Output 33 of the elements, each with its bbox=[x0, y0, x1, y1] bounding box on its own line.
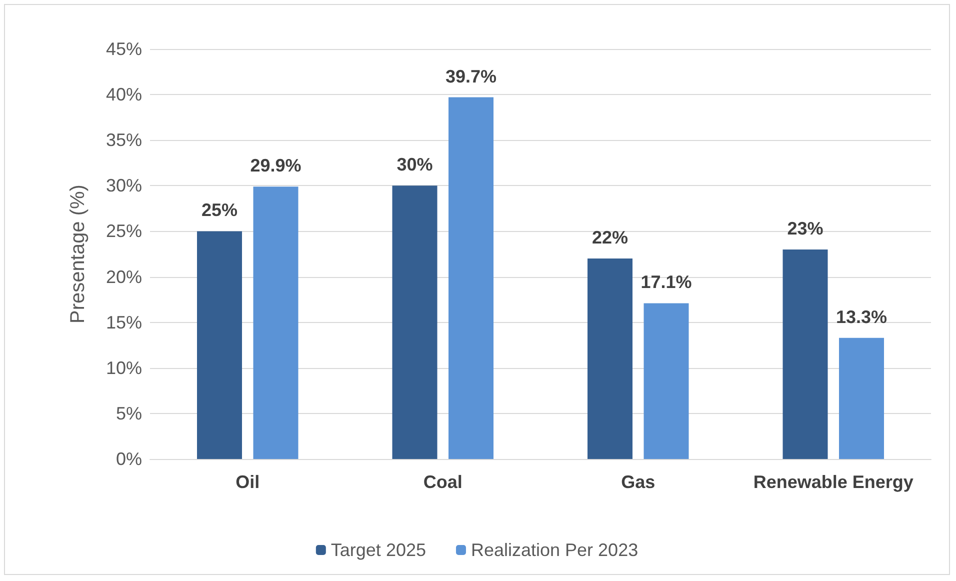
data-label: 23% bbox=[787, 218, 824, 238]
legend-label: Target 2025 bbox=[330, 540, 426, 560]
y-tick-label: 35% bbox=[106, 130, 142, 150]
data-label: 13.3% bbox=[836, 306, 888, 327]
x-tick-label: Renewable Energy bbox=[753, 472, 914, 492]
bar bbox=[392, 186, 438, 459]
legend-label: Realization Per 2023 bbox=[470, 540, 638, 560]
y-tick-label: 40% bbox=[106, 84, 142, 105]
y-tick-label: 0% bbox=[116, 449, 142, 469]
y-tick-label: 10% bbox=[106, 358, 142, 378]
y-tick-label: 45% bbox=[106, 39, 142, 59]
data-label: 30% bbox=[396, 154, 433, 175]
y-tick-label: 15% bbox=[106, 312, 142, 332]
bar bbox=[448, 97, 494, 459]
y-tick-label: 20% bbox=[106, 266, 142, 287]
bar bbox=[588, 258, 632, 459]
bar bbox=[782, 249, 828, 459]
data-label: 22% bbox=[592, 228, 628, 248]
x-tick-label: Coal bbox=[423, 472, 462, 492]
y-tick-label: 25% bbox=[106, 221, 142, 242]
y-tick-label: 30% bbox=[106, 176, 142, 196]
data-label: 39.7% bbox=[445, 66, 497, 86]
data-label: 17.1% bbox=[640, 272, 692, 292]
bar bbox=[197, 231, 242, 459]
y-axis-title: Presentage (%) bbox=[67, 184, 89, 324]
x-tick-label: Oil bbox=[236, 472, 260, 492]
bar bbox=[644, 303, 689, 459]
data-label: 29.9% bbox=[250, 156, 302, 176]
bar bbox=[839, 338, 884, 459]
data-label: 25% bbox=[201, 200, 238, 220]
y-tick-label: 5% bbox=[116, 403, 142, 424]
bar bbox=[253, 186, 298, 459]
x-tick-label: Gas bbox=[621, 472, 656, 492]
